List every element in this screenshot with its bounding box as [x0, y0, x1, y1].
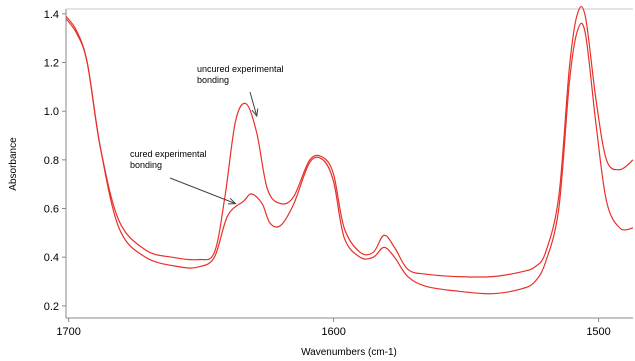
x-axis-title: Wavenumbers (cm-1): [301, 347, 397, 358]
x-tick-label: 1500: [586, 326, 610, 338]
spectrum-line-1: [65, 18, 634, 295]
series-layer: [65, 5, 634, 295]
annotation-label: bonding: [130, 160, 162, 170]
x-tick-label: 1600: [321, 326, 345, 338]
plot-frame: [65, 8, 633, 319]
y-axis-title: Absorbance: [8, 137, 19, 191]
annotation-label: cured experimental: [130, 149, 207, 159]
y-tick-label: 0.4: [44, 252, 59, 264]
y-tick-label: 1.0: [44, 106, 59, 118]
annotation-label: uncured experimental: [197, 64, 284, 74]
y-tick-label: 0.6: [44, 204, 59, 216]
y-tick-label: 0.8: [44, 155, 59, 167]
y-axis-ticks: 0.2 0.4 0.6 0.8 1.0 1.2 1.4: [44, 9, 66, 313]
annotation-label: bonding: [197, 75, 229, 85]
spectrum-line-2: [65, 5, 634, 278]
x-axis-ticks: 1700 1600 1500: [56, 318, 611, 338]
x-tick-label: 1700: [56, 326, 80, 338]
annotation-arrow: [249, 91, 257, 116]
y-tick-label: 1.2: [44, 58, 59, 70]
annotation-arrow: [169, 177, 236, 204]
y-tick-label: 0.2: [44, 301, 59, 313]
y-tick-label: 1.4: [44, 9, 59, 21]
